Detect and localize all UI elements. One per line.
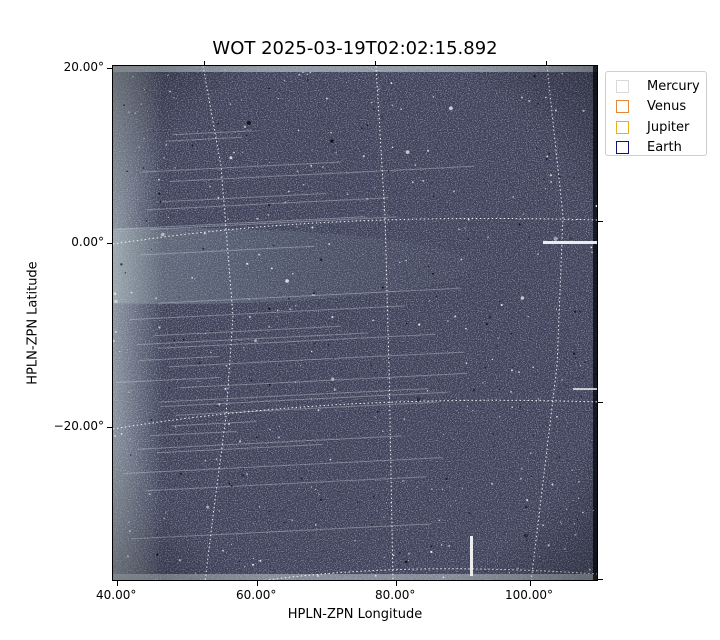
sky-image [113, 66, 597, 580]
image-panel[interactable] [112, 65, 598, 581]
x-tick-mark [530, 581, 531, 586]
right-tick-mark [598, 579, 603, 580]
y-tick-label: −20.00° [53, 419, 104, 433]
x-tick-label: 40.00° [96, 588, 137, 602]
x-tick-mark [257, 581, 258, 586]
x-tick-label: 60.00° [236, 588, 277, 602]
legend-label: Earth [647, 140, 682, 156]
top-tick-mark [546, 61, 547, 66]
star-speck [447, 579, 449, 580]
legend: Mercury Venus Jupiter Earth [605, 71, 707, 156]
legend-item-venus[interactable]: Venus [616, 97, 706, 118]
x-tick-label: 80.00° [375, 588, 416, 602]
legend-item-mercury[interactable]: Mercury [616, 76, 706, 97]
legend-label: Mercury [647, 78, 700, 94]
legend-swatch [616, 100, 629, 114]
top-tick-mark [375, 61, 376, 66]
legend-item-earth[interactable]: Earth [616, 138, 706, 159]
legend-label: Venus [647, 99, 687, 115]
legend-swatch [616, 141, 629, 155]
top-tick-mark [204, 61, 205, 66]
y-tick-label: 0.00° [71, 235, 104, 249]
y-tick-mark [107, 68, 112, 69]
legend-swatch [616, 79, 629, 93]
right-tick-mark [598, 221, 603, 222]
x-tick-mark [117, 581, 118, 586]
right-tick-mark [598, 402, 603, 403]
plot-title: WOT 2025-03-19T02:02:15.892 [212, 38, 498, 59]
legend-label: Jupiter [647, 119, 690, 135]
y-tick-mark [107, 427, 112, 428]
legend-swatch [616, 120, 629, 134]
y-tick-mark [107, 243, 112, 244]
y-axis-title: HPLN-ZPN Latitude [25, 261, 41, 385]
x-tick-mark [396, 581, 397, 586]
x-axis-title: HPLN-ZPN Longitude [287, 607, 423, 622]
x-tick-label: 100.00° [505, 588, 553, 602]
legend-item-jupiter[interactable]: Jupiter [616, 117, 706, 138]
y-tick-label: 20.00° [63, 60, 104, 74]
